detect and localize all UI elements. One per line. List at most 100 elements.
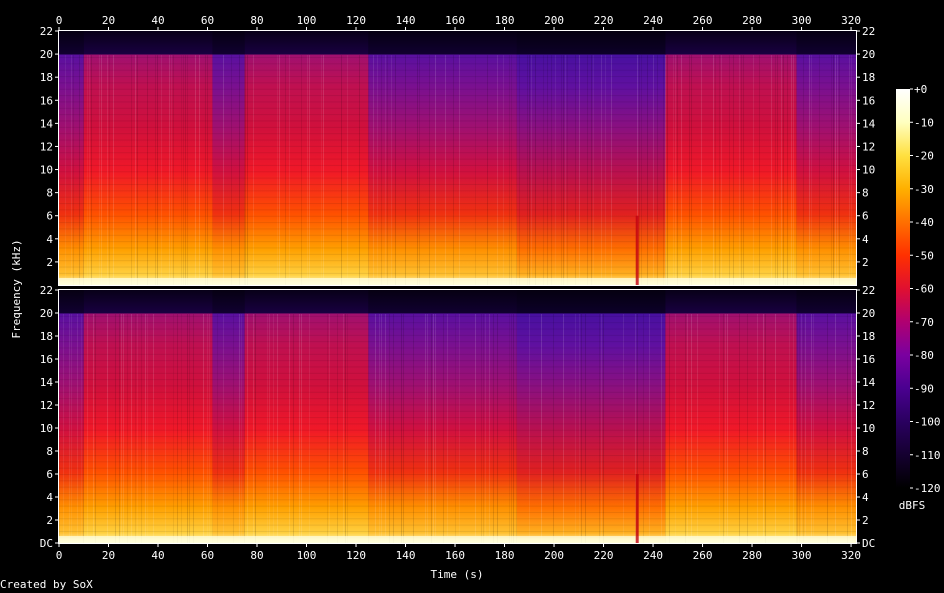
transient-marker: [635, 474, 639, 543]
y-tick-label-left: 20: [40, 307, 53, 320]
y-tick-label-right: 4: [862, 233, 869, 246]
texture-streaks: [59, 55, 856, 285]
x-tick-label-bottom: 160: [445, 549, 465, 562]
colorbar-tick-label: -90: [914, 382, 934, 395]
segment-1: [59, 290, 84, 543]
x-axis-label: Time (s): [431, 568, 484, 581]
x-tick-label-bottom: 240: [643, 549, 663, 562]
colorbar-tick-label: -80: [914, 349, 934, 362]
y-tick-label-right: 22: [862, 284, 875, 297]
x-tick-label-top: 260: [693, 14, 713, 27]
segment-8: [796, 290, 856, 543]
low-frequency-band: [59, 278, 856, 285]
y-tick-label-left: 18: [40, 330, 53, 343]
x-tick-label-bottom: 0: [56, 549, 63, 562]
panel-frame: [58, 30, 857, 286]
colorbar-tick-label: -110: [914, 449, 941, 462]
x-tick-label-bottom: 180: [495, 549, 515, 562]
colorbar-label: dBFS: [899, 499, 926, 512]
y-tick-label-left: 10: [40, 422, 53, 435]
y-tick-label-right: 16: [862, 353, 875, 366]
x-tick-label-bottom: 40: [151, 549, 164, 562]
colorbar-tick-label: +0: [914, 83, 927, 96]
segment-4: [244, 31, 369, 285]
y-tick-label-left: 4: [46, 491, 53, 504]
x-tick-label-top: 280: [742, 14, 762, 27]
x-tick-label-top: 300: [792, 14, 812, 27]
x-tick-label-top: 80: [250, 14, 263, 27]
y-tick-label-right: 2: [862, 514, 869, 527]
y-tick-label-right: 20: [862, 307, 875, 320]
y-tick-label-left: 16: [40, 353, 53, 366]
x-tick-label-bottom: 100: [297, 549, 317, 562]
y-tick-label-right: 14: [862, 117, 876, 130]
colorbar-tick-label: -60: [914, 283, 934, 296]
y-tick-label-left: 6: [46, 468, 53, 481]
colorbar-tick-label: -10: [914, 116, 934, 129]
x-tick-label-top: 100: [297, 14, 317, 27]
x-tick-label-bottom: 260: [693, 549, 713, 562]
y-tick-label-left: 12: [40, 399, 53, 412]
y-tick-label-left: 2: [46, 514, 53, 527]
y-tick-label-left: 8: [46, 445, 53, 458]
colorbar-tick-label: -70: [914, 316, 934, 329]
channel-panel-1: [58, 30, 857, 286]
colorbar-tick-label: -50: [914, 249, 934, 262]
y-tick-label-left: 4: [46, 233, 53, 246]
y-tick-label-right: 12: [862, 399, 875, 412]
y-tick-label-right: 2: [862, 256, 869, 269]
x-tick-label-bottom: 300: [792, 549, 812, 562]
y-tick-label-right: DC: [862, 537, 875, 550]
y-tick-label-left: 8: [46, 187, 53, 200]
segment-2: [83, 31, 213, 285]
segment-6: [516, 31, 666, 285]
y-tick-label-left: 18: [40, 71, 53, 84]
y-tick-label-left: 10: [40, 164, 53, 177]
y-tick-label-left: 14: [40, 376, 54, 389]
x-tick-label-top: 220: [594, 14, 614, 27]
y-tick-label-left: 22: [40, 284, 53, 297]
y-tick-label-left: 12: [40, 140, 53, 153]
y-tick-label-right: 12: [862, 140, 875, 153]
x-tick-label-top: 120: [346, 14, 366, 27]
x-tick-label-bottom: 140: [396, 549, 416, 562]
y-tick-label-right: 20: [862, 48, 875, 61]
y-tick-label-right: 18: [862, 330, 875, 343]
colorbar-tick-label: -40: [914, 216, 934, 229]
y-tick-label-left: DC: [40, 537, 53, 550]
y-tick-label-left: 22: [40, 25, 53, 38]
y-tick-label-left: 2: [46, 256, 53, 269]
spectrogram-panels: [58, 30, 857, 544]
colorbar-tick-label: -100: [914, 416, 941, 429]
x-tick-label-bottom: 120: [346, 549, 366, 562]
colorbar-tick-label: -20: [914, 150, 934, 163]
segment-8: [796, 31, 856, 285]
colorbar-tick-label: -30: [914, 183, 934, 196]
colorbar-tick-label: -120: [914, 482, 941, 495]
y-tick-label-right: 6: [862, 468, 869, 481]
transient-marker: [635, 215, 639, 285]
segment-2: [83, 290, 213, 543]
y-tick-label-right: 18: [862, 71, 875, 84]
y-tick-label-right: 14: [862, 376, 876, 389]
credit-text: Created by SoX: [0, 578, 93, 591]
y-tick-label-right: 10: [862, 422, 875, 435]
x-tick-label-bottom: 200: [544, 549, 564, 562]
y-tick-label-left: 14: [40, 117, 54, 130]
x-tick-label-top: 60: [201, 14, 214, 27]
segment-1: [59, 31, 84, 285]
x-tick-label-bottom: 220: [594, 549, 614, 562]
y-tick-label-left: 16: [40, 94, 53, 107]
y-tick-label-right: 4: [862, 491, 869, 504]
colorbar-gradient: [896, 89, 910, 488]
y-axis-label: Frequency (kHz): [10, 239, 23, 338]
x-tick-label-bottom: 20: [102, 549, 115, 562]
x-tick-label-bottom: 280: [742, 549, 762, 562]
segment-3: [212, 290, 245, 543]
segment-5: [368, 290, 517, 543]
colorbar: +0 -10 -20 -30 -40 -50 -60 -70 -80 -90 -100 -110 -12…: [896, 83, 941, 495]
texture-streaks: [59, 314, 856, 543]
y-tick-label-right: 6: [862, 210, 869, 223]
